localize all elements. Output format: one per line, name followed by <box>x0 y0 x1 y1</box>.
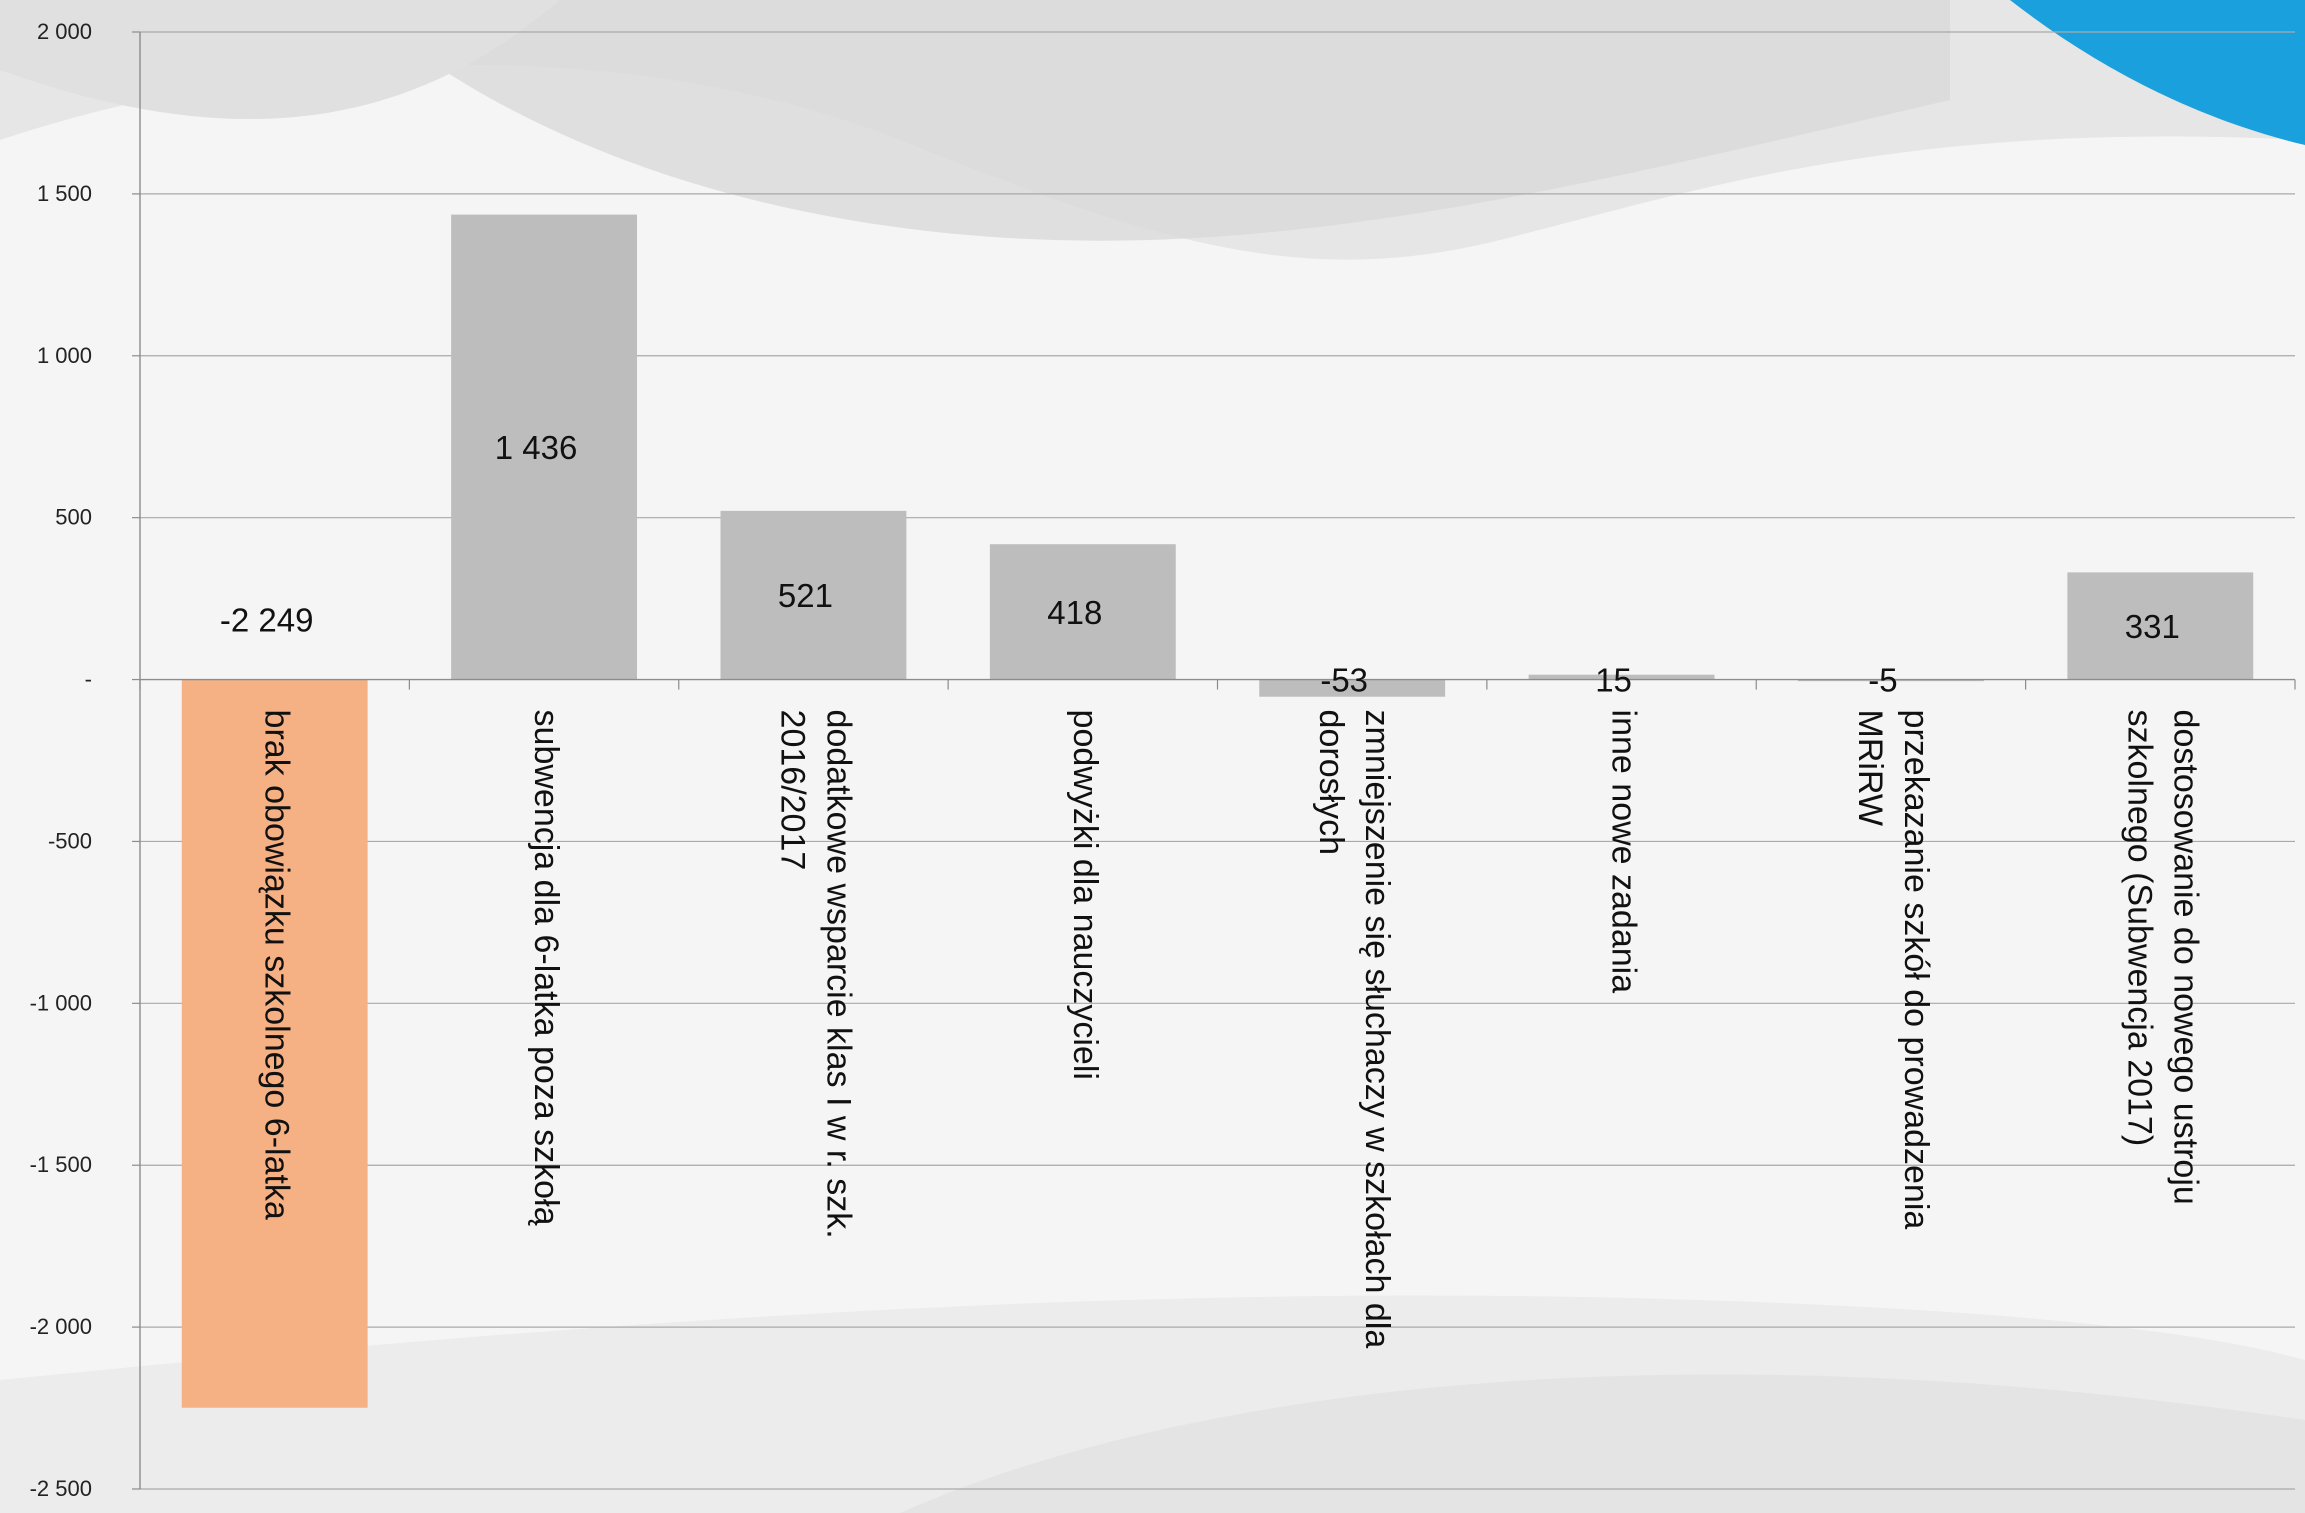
y-tick-label: -1 000 <box>30 990 92 1015</box>
category-labels: brak obowiązku szkolnego 6-latka subwencj… <box>258 710 2205 1349</box>
category-label-line: podwyżki dla nauczycieli <box>1066 710 1104 1080</box>
data-label: 331 <box>2125 608 2180 645</box>
bars <box>181 214 2254 1408</box>
category-label: subwencja dla 6-latka poza szkołą <box>527 710 565 1226</box>
category-label: zmniejszenie się słuchaczy w szkołach dl… <box>1312 710 1396 1349</box>
bar <box>989 544 1176 680</box>
y-axis: 2 000 1 500 1 000 500 - -500 -1 000 -1 500 -2 00… <box>30 19 141 1501</box>
category-label-line: brak obowiązku szkolnego 6-latka <box>258 710 296 1220</box>
category-label-line: dorosłych <box>1312 710 1350 856</box>
data-label: 1 436 <box>495 429 578 466</box>
data-label: 521 <box>778 577 833 614</box>
category-label-line: inne nowe zadania <box>1605 710 1643 994</box>
category-label: dostosowanie do nowego ustrojuszkolnego … <box>2120 710 2204 1205</box>
category-label-line: MRiRW <box>1851 710 1889 826</box>
bar <box>181 679 368 1408</box>
category-label: brak obowiązku szkolnego 6-latka <box>258 710 296 1220</box>
y-tick-label: 1 500 <box>37 181 92 206</box>
category-label: dodatkowe wsparcie klas I w r. szk.2016/… <box>773 710 857 1239</box>
category-label-line: zmniejszenie się słuchaczy w szkołach dl… <box>1358 710 1396 1349</box>
corner-accent <box>2010 0 2305 145</box>
bar <box>720 510 907 680</box>
data-label: -53 <box>1320 662 1368 699</box>
category-label-line: przekazanie szkół do prowadzenia <box>1897 710 1935 1230</box>
category-label: podwyżki dla nauczycieli <box>1066 710 1104 1080</box>
bar <box>2067 572 2254 680</box>
bar <box>1528 674 1715 680</box>
y-tick-label: -500 <box>48 828 92 853</box>
y-tick-label: 1 000 <box>37 343 92 368</box>
data-label: -2 249 <box>220 602 314 639</box>
y-tick-label: 500 <box>55 505 92 530</box>
data-label: -5 <box>1868 662 1897 699</box>
category-label-line: dodatkowe wsparcie klas I w r. szk. <box>819 710 857 1239</box>
y-tick-label: -2 500 <box>30 1476 92 1501</box>
category-label-line: 2016/2017 <box>773 710 811 871</box>
y-tick-label: - <box>85 667 92 692</box>
category-label-line: subwencja dla 6-latka poza szkołą <box>527 710 565 1226</box>
data-label: 15 <box>1595 662 1632 699</box>
value-labels: -2 249 1 436 521 418 -53 15 -5 331 <box>220 429 2180 698</box>
bar <box>451 214 637 680</box>
category-label: inne nowe zadania <box>1605 710 1643 994</box>
y-tick-label: -1 500 <box>30 1152 92 1177</box>
category-label-line: dostosowanie do nowego ustroju <box>2166 710 2204 1205</box>
bar <box>1798 679 1984 682</box>
x-axis <box>139 678 2296 690</box>
data-label: 418 <box>1047 594 1102 631</box>
y-tick-label: -2 000 <box>30 1314 92 1339</box>
y-tick-label: 2 000 <box>37 19 92 44</box>
category-label-line: szkolnego (Subwencja 2017) <box>2120 710 2158 1147</box>
bar <box>1259 679 1446 697</box>
